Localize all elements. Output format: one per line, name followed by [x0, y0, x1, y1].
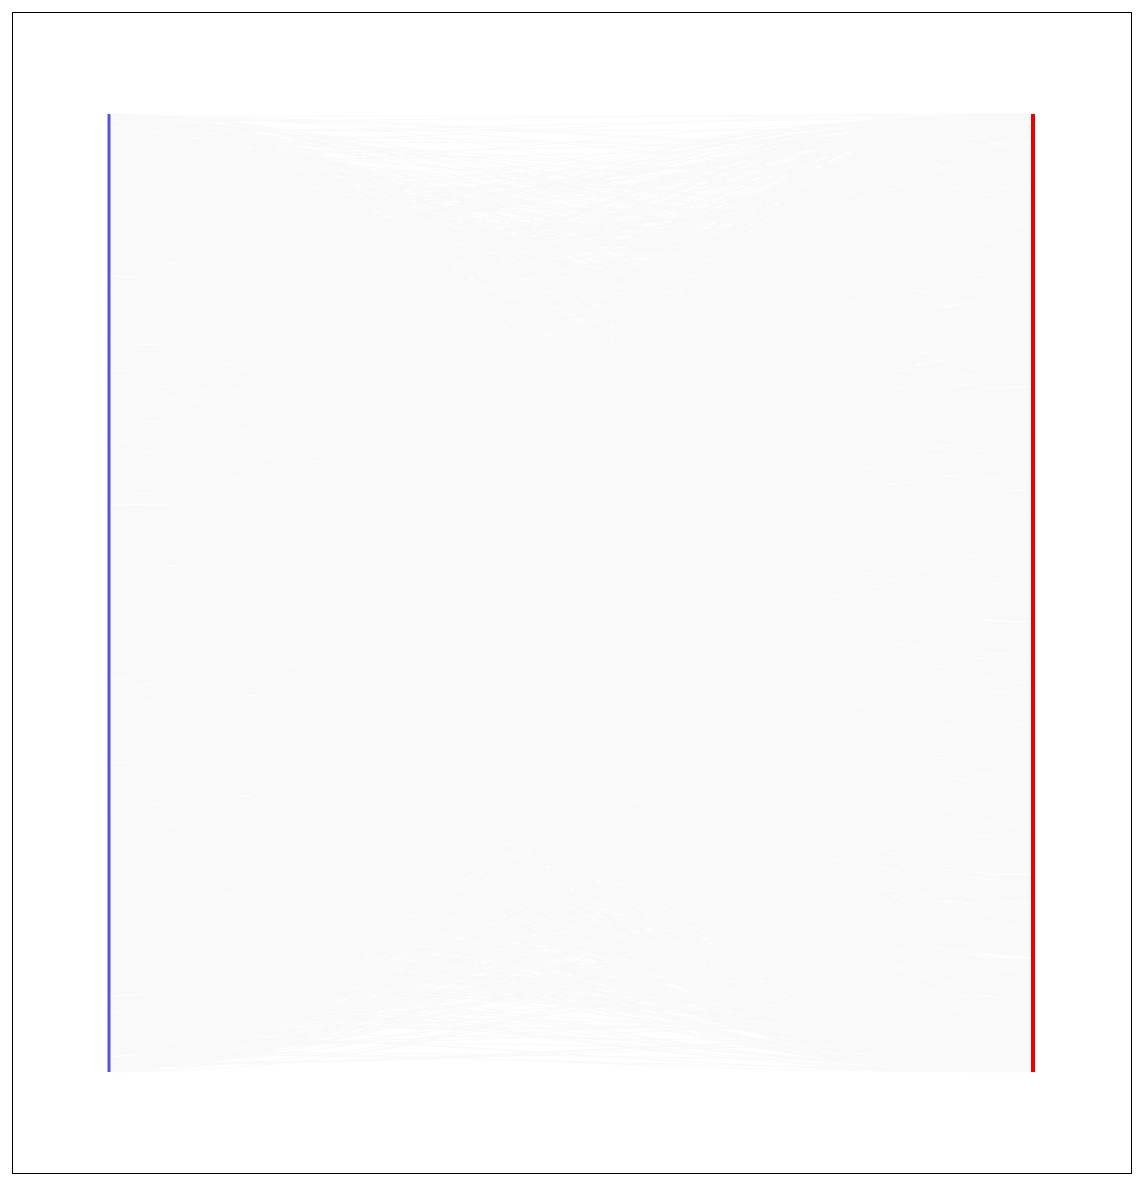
plot-frame	[12, 12, 1132, 1174]
